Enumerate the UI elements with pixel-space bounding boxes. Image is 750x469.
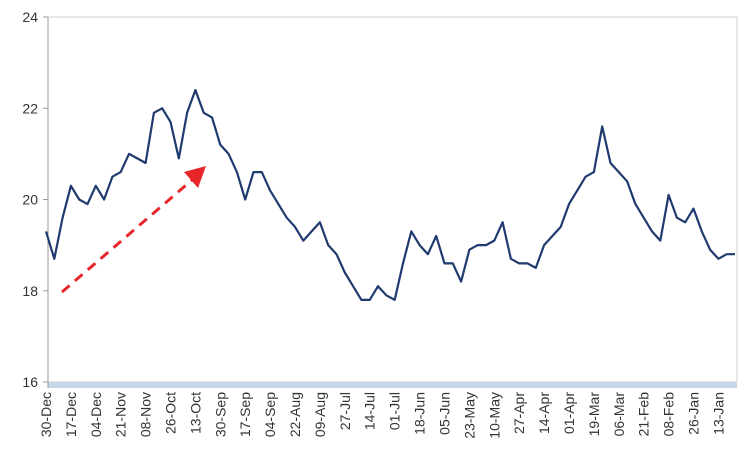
x-tick-label: 21-Nov (113, 392, 129, 437)
x-tick-label: 10-May (486, 392, 502, 439)
y-tick-label: 24 (22, 9, 38, 25)
x-tick-label: 18-Jun (412, 392, 428, 435)
x-tick-label: 13-Jan (710, 392, 726, 435)
y-tick-label: 22 (22, 100, 38, 116)
data-line (44, 88, 735, 301)
x-tick-label: 17-Dec (63, 392, 79, 437)
x-tick-label: 26-Jan (685, 392, 701, 435)
x-tick-label: 23-May (461, 392, 477, 439)
x-tick-label: 22-Aug (287, 392, 303, 437)
x-axis-band (48, 382, 737, 388)
trend-arrow (61, 166, 206, 294)
x-tick-label: 30-Sep (212, 392, 228, 437)
x-tick-label: 01-Jul (387, 392, 403, 430)
x-tick-label: 30-Dec (38, 392, 54, 437)
x-tick-label: 08-Nov (138, 392, 154, 437)
x-tick-label: 27-Jul (337, 392, 353, 430)
x-tick-label: 13-Oct (187, 392, 203, 434)
y-tick-label: 18 (22, 283, 38, 299)
x-tick-label: 14-Jul (362, 392, 378, 430)
x-tick-label: 27-Apr (511, 392, 527, 434)
x-tick-label: 21-Feb (636, 392, 652, 437)
x-tick-label: 01-Apr (561, 392, 577, 434)
x-tick-label: 05-Jun (436, 392, 452, 435)
arrow-shaft (61, 178, 193, 294)
x-tick-label: 06-Mar (611, 392, 627, 437)
x-tick-label: 19-Mar (586, 392, 602, 437)
x-tick-label: 08-Feb (661, 392, 677, 437)
x-tick-label: 09-Aug (312, 392, 328, 437)
x-tick-label: 04-Dec (88, 392, 104, 437)
x-tick-label: 04-Sep (262, 392, 278, 437)
x-tick-label: 14-Apr (536, 392, 552, 434)
x-tick-label: 17-Sep (237, 392, 253, 437)
y-tick-label: 16 (22, 374, 38, 390)
y-tick-label: 20 (22, 192, 38, 208)
x-tick-label: 26-Oct (163, 392, 179, 434)
arrow-head (184, 166, 206, 188)
